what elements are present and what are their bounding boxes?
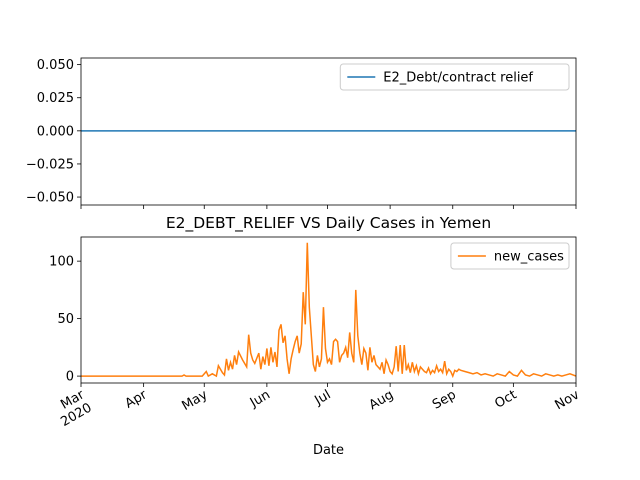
series-line: [81, 242, 576, 379]
axes-frame: [80, 236, 577, 384]
x-tick-label: Nov: [553, 387, 583, 413]
y-tick-label: 100: [49, 255, 74, 270]
axes-frame: [80, 57, 577, 206]
x-axis-label: Date: [313, 443, 344, 458]
legend-label: E2_Debt/contract relief: [383, 71, 533, 86]
legend-label: new_cases: [494, 250, 564, 265]
chart-title: E2_DEBT_RELIEF VS Daily Cases in Yemen: [166, 214, 491, 233]
x-tick-label: Aug: [367, 387, 396, 413]
x-tick-label: May: [179, 387, 210, 414]
x-tick-label: Jun: [247, 387, 273, 411]
y-tick-label: 0.000: [37, 124, 74, 139]
y-tick-label: 50: [57, 312, 74, 327]
legend-box: [450, 242, 570, 270]
x-tick-label: Jul: [312, 387, 334, 408]
x-tick-label: Apr: [123, 387, 151, 412]
x-tick-label: Sep: [430, 387, 459, 412]
y-tick-label: 0: [66, 370, 74, 385]
legend-box: [339, 63, 570, 91]
x-tick-label: Oct: [492, 387, 519, 411]
y-tick-label: −0.050: [26, 191, 74, 206]
y-tick-label: 0.050: [37, 58, 74, 73]
y-tick-label: 0.025: [37, 91, 74, 106]
y-tick-label: −0.025: [26, 157, 74, 172]
x-tick-label: Mar2020: [51, 387, 95, 430]
